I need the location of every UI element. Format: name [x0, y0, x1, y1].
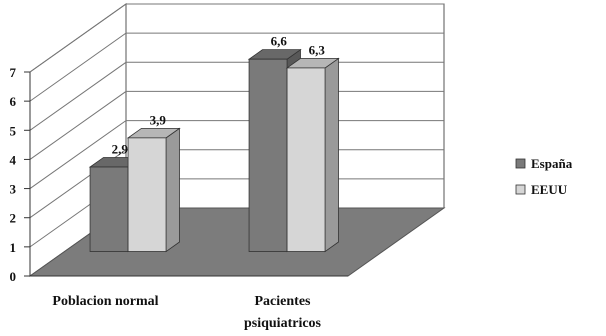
- data-label: 6,6: [271, 34, 288, 49]
- data-label: 2,9: [112, 141, 129, 156]
- bar-front: [287, 68, 325, 252]
- x-tick-label: Poblacion normal: [52, 294, 158, 309]
- y-tick-label: 1: [10, 240, 17, 255]
- x-axis: Poblacion normal Pacientes psiquiatricos: [52, 294, 321, 331]
- data-label: 3,9: [150, 112, 167, 127]
- legend-swatch: [516, 159, 525, 168]
- bar-front: [249, 59, 287, 251]
- y-tick-label: 7: [10, 65, 17, 80]
- bar-front: [90, 167, 128, 252]
- y-tick-label: 5: [10, 123, 17, 138]
- x-tick-label: Pacientes psiquiatricos: [244, 294, 322, 331]
- y-tick-label: 0: [10, 269, 17, 284]
- bar: [287, 58, 338, 251]
- bar-side: [325, 58, 338, 251]
- y-tick-label: 3: [10, 182, 17, 197]
- bar-front: [128, 138, 166, 252]
- bar-side: [166, 128, 179, 251]
- y-tick-label: 2: [10, 211, 17, 226]
- bar: [128, 128, 179, 251]
- legend-label: España: [531, 156, 573, 171]
- legend: España EEUU: [512, 149, 600, 201]
- y-tick-label: 4: [10, 152, 17, 167]
- legend-label: EEUU: [531, 182, 568, 197]
- y-tick-label: 6: [10, 94, 17, 109]
- legend-swatch: [516, 185, 525, 194]
- data-label: 6,3: [309, 42, 326, 57]
